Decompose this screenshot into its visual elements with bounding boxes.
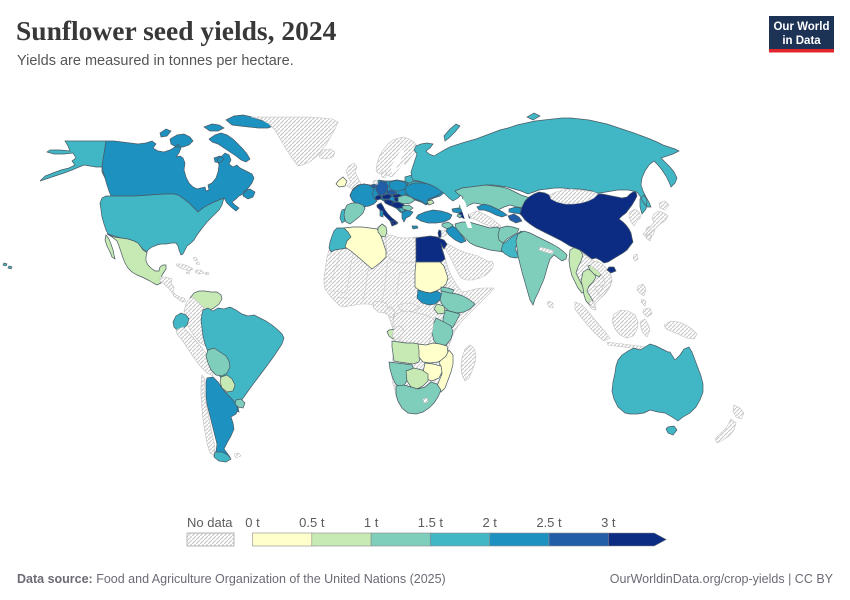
svg-text:OurWorldinData.org/crop-yields: OurWorldinData.org/crop-yields | CC BY	[610, 572, 834, 586]
svg-text:1.5 t: 1.5 t	[418, 515, 444, 530]
svg-text:3 t: 3 t	[601, 515, 616, 530]
svg-text:in Data: in Data	[782, 35, 821, 47]
svg-text:Yields are measured in tonnes: Yields are measured in tonnes per hectar…	[17, 53, 294, 69]
svg-text:1 t: 1 t	[364, 515, 379, 530]
svg-text:2.5 t: 2.5 t	[536, 515, 562, 530]
svg-text:2 t: 2 t	[482, 515, 497, 530]
svg-text:Sunflower seed yields, 2024: Sunflower seed yields, 2024	[16, 15, 337, 46]
svg-text:No data: No data	[187, 515, 233, 530]
svg-text:0.5 t: 0.5 t	[299, 515, 325, 530]
svg-text:Our World: Our World	[773, 21, 829, 33]
svg-text:0 t: 0 t	[245, 515, 260, 530]
svg-text:Data source: Food and Agricult: Data source: Food and Agriculture Organi…	[17, 572, 446, 586]
